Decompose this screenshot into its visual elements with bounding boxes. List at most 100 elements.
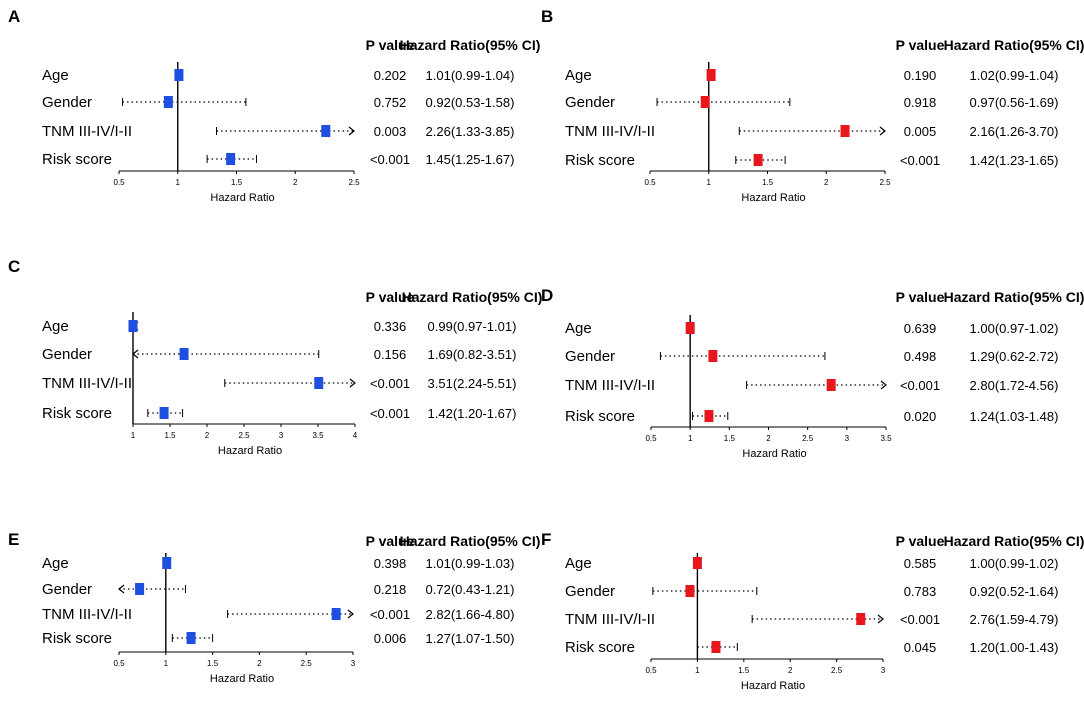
hazard-ratio-header: Hazard Ratio(95% CI)	[944, 533, 1084, 549]
hazard-ratio-marker	[753, 154, 763, 166]
x-tick-label: 1.5	[738, 666, 750, 675]
x-tick-label: 1	[164, 659, 169, 668]
row-label: Gender	[565, 348, 615, 365]
x-tick-label: 2.5	[301, 659, 313, 668]
hazard-ratio-cell: 2.82(1.66-4.80)	[426, 607, 515, 622]
x-tick-label: 1	[707, 178, 712, 187]
hazard-ratio-cell: 1.02(0.99-1.04)	[970, 68, 1059, 83]
hazard-ratio-cell: 0.92(0.52-1.64)	[970, 584, 1059, 599]
panel-letter: A	[8, 7, 20, 26]
p-value-header: P value	[896, 533, 945, 549]
hazard-ratio-cell: 1.00(0.99-1.02)	[970, 556, 1059, 571]
hazard-ratio-cell: 1.01(0.99-1.04)	[426, 68, 515, 83]
row-label: TNM III-IV/I-II	[565, 611, 655, 628]
ci-arrow-right	[879, 126, 886, 136]
hazard-ratio-cell: 2.80(1.72-4.56)	[970, 378, 1059, 393]
ci-arrow-right	[349, 378, 356, 388]
x-tick-label: 1.5	[231, 178, 243, 187]
row-label: TNM III-IV/I-II	[565, 377, 655, 394]
x-tick-label: 1.5	[762, 178, 774, 187]
hazard-ratio-header: Hazard Ratio(95% CI)	[400, 533, 541, 549]
x-tick-label: 0.5	[645, 666, 657, 675]
hazard-ratio-cell: 0.99(0.97-1.01)	[428, 319, 517, 334]
row-label: Age	[565, 320, 592, 337]
row-label: Risk score	[42, 630, 112, 647]
panel-letter: F	[541, 530, 551, 549]
hazard-ratio-marker	[226, 153, 236, 165]
row-label: Gender	[42, 94, 92, 111]
p-value-cell: 0.202	[374, 68, 407, 83]
p-value-cell: <0.001	[370, 376, 410, 391]
hazard-ratio-marker	[856, 613, 866, 625]
x-tick-label: 3.5	[880, 434, 892, 443]
x-tick-label: 3	[279, 431, 284, 440]
hazard-ratio-marker	[162, 557, 172, 569]
hazard-ratio-cell: 0.72(0.43-1.21)	[426, 582, 515, 597]
p-value-cell: <0.001	[900, 378, 940, 393]
p-value-cell: 0.918	[904, 95, 937, 110]
p-value-cell: 0.498	[904, 349, 937, 364]
row-label: TNM III-IV/I-II	[42, 375, 132, 392]
hazard-ratio-header: Hazard Ratio(95% CI)	[944, 37, 1084, 53]
panel-d: D P value Hazard Ratio(95% CI) 0.5 1 1.5 2 2.5 3…	[541, 286, 1084, 460]
p-value-cell: 0.336	[374, 319, 407, 334]
row-label: Risk score	[42, 151, 112, 168]
row-label: Age	[42, 555, 69, 572]
p-value-cell: 0.752	[374, 95, 407, 110]
p-value-cell: <0.001	[370, 607, 410, 622]
x-tick-label: 2	[205, 431, 210, 440]
x-tick-label: 2	[257, 659, 262, 668]
ci-arrow-left	[132, 349, 139, 359]
hazard-ratio-marker	[840, 125, 850, 137]
p-value-cell: 0.005	[904, 124, 937, 139]
hazard-ratio-header: Hazard Ratio(95% CI)	[400, 37, 541, 53]
hazard-ratio-marker	[159, 407, 169, 419]
x-tick-label: 2.5	[831, 666, 843, 675]
ci-arrow-right	[348, 126, 355, 136]
row-label: Gender	[42, 346, 92, 363]
hazard-ratio-marker	[174, 69, 184, 81]
x-tick-label: 4	[353, 431, 358, 440]
p-value-cell: 0.783	[904, 584, 937, 599]
p-value-cell: 0.156	[374, 347, 407, 362]
hazard-ratio-cell: 1.29(0.62-2.72)	[970, 349, 1059, 364]
p-value-cell: <0.001	[370, 152, 410, 167]
row-label: TNM III-IV/I-II	[42, 123, 132, 140]
hazard-ratio-marker	[704, 410, 714, 422]
hazard-ratio-marker	[314, 377, 324, 389]
x-tick-label: 3	[351, 659, 356, 668]
row-label: Gender	[42, 581, 92, 598]
panel-b: B P value Hazard Ratio(95% CI) 0.5 1 1.5 2 2.5 H…	[541, 7, 1084, 204]
hazard-ratio-cell: 2.16(1.26-3.70)	[970, 124, 1059, 139]
x-axis-title: Hazard Ratio	[741, 192, 805, 204]
hazard-ratio-marker	[321, 125, 331, 137]
hazard-ratio-cell: 1.00(0.97-1.02)	[970, 321, 1059, 336]
p-value-cell: 0.398	[374, 556, 407, 571]
hazard-ratio-marker	[826, 379, 836, 391]
x-axis-title: Hazard Ratio	[210, 673, 274, 685]
ci-arrow-right	[347, 609, 354, 619]
x-axis-title: Hazard Ratio	[218, 445, 282, 457]
p-value-cell: 0.585	[904, 556, 937, 571]
row-label: TNM III-IV/I-II	[565, 123, 655, 140]
x-tick-label: 1.5	[724, 434, 736, 443]
p-value-header: P value	[366, 37, 415, 53]
x-tick-label: 0.5	[113, 659, 125, 668]
hazard-ratio-header: Hazard Ratio(95% CI)	[402, 289, 543, 305]
x-axis-title: Hazard Ratio	[742, 448, 806, 460]
hazard-ratio-marker	[685, 585, 695, 597]
p-value-cell: <0.001	[900, 153, 940, 168]
panel-letter: E	[8, 530, 19, 549]
hazard-ratio-marker	[135, 583, 145, 595]
hazard-ratio-marker	[685, 322, 695, 334]
p-value-header: P value	[896, 289, 945, 305]
row-label: Age	[565, 67, 592, 84]
row-label: Risk score	[565, 152, 635, 169]
row-label: TNM III-IV/I-II	[42, 606, 132, 623]
x-tick-label: 2	[824, 178, 829, 187]
hazard-ratio-cell: 0.97(0.56-1.69)	[970, 95, 1059, 110]
row-label: Gender	[565, 583, 615, 600]
